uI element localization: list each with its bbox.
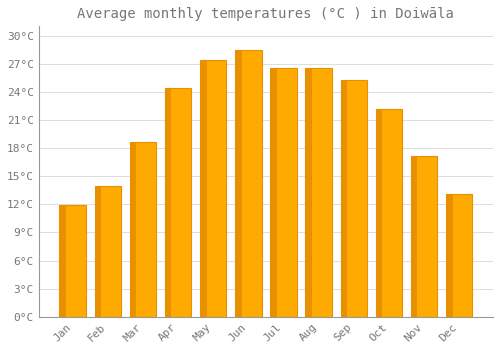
Bar — [235, 50, 242, 317]
Bar — [376, 109, 402, 317]
Bar — [200, 60, 226, 317]
Bar — [446, 194, 452, 317]
Bar — [446, 194, 472, 317]
Bar — [60, 205, 86, 317]
Bar — [60, 205, 66, 317]
Bar — [270, 68, 277, 317]
Bar — [306, 69, 332, 317]
Bar — [94, 186, 101, 317]
Bar — [200, 60, 206, 317]
Bar — [340, 80, 347, 317]
Bar — [411, 156, 418, 317]
Title: Average monthly temperatures (°C ) in Doiwāla: Average monthly temperatures (°C ) in Do… — [78, 7, 454, 21]
Bar — [411, 156, 438, 317]
Bar — [94, 186, 121, 317]
Bar — [165, 88, 172, 317]
Bar — [130, 141, 156, 317]
Bar — [130, 141, 136, 317]
Bar — [235, 50, 262, 317]
Bar — [376, 109, 382, 317]
Bar — [270, 68, 296, 317]
Bar — [306, 69, 312, 317]
Bar — [165, 88, 191, 317]
Bar — [340, 80, 367, 317]
